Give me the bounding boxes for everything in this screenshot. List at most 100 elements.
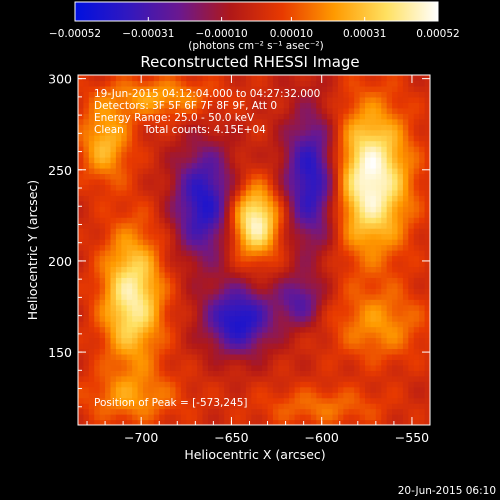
heatmap-cell — [126, 375, 133, 382]
heatmap-cell — [321, 102, 328, 109]
heatmap-cell — [245, 124, 252, 131]
heatmap-cell — [397, 135, 404, 142]
heatmap-cell — [316, 178, 323, 185]
heatmap-cell — [94, 239, 101, 246]
heatmap-cell — [83, 353, 90, 360]
heatmap-cell — [186, 381, 193, 388]
heatmap-cell — [343, 408, 350, 415]
heatmap-cell — [186, 124, 193, 131]
heatmap-cell — [419, 342, 426, 350]
heatmap-cell — [300, 189, 307, 196]
heatmap-cell — [110, 75, 117, 82]
heatmap-cell — [186, 348, 193, 355]
heatmap-cell — [294, 167, 301, 175]
heatmap-cell — [386, 195, 393, 202]
heatmap-cell — [202, 304, 209, 311]
heatmap-cell — [186, 370, 193, 377]
heatmap-cell — [289, 304, 296, 311]
heatmap-cell — [99, 173, 106, 180]
heatmap-cell — [365, 178, 372, 185]
heatmap-cell — [424, 342, 430, 350]
heatmap-cell — [424, 332, 430, 339]
heatmap-cell — [83, 96, 90, 103]
heatmap-cell — [94, 91, 101, 98]
heatmap-cell — [283, 113, 290, 120]
heatmap-cell — [78, 85, 85, 93]
heatmap-cell — [316, 75, 323, 82]
heatmap-cell — [218, 260, 225, 268]
heatmap-cell — [354, 178, 361, 185]
heatmap-cell — [148, 75, 155, 82]
heatmap-cell — [310, 255, 317, 262]
heatmap-cell — [348, 151, 355, 158]
heatmap-cell — [365, 353, 372, 360]
heatmap-cell — [213, 206, 220, 213]
heatmap-cell — [419, 222, 426, 229]
heatmap-cell — [408, 381, 415, 388]
heatmap-cell — [110, 140, 117, 147]
heatmap-cell — [142, 107, 149, 114]
heatmap-cell — [321, 337, 328, 344]
heatmap-cell — [289, 228, 296, 235]
heatmap-cell — [202, 75, 209, 82]
heatmap-cell — [180, 414, 187, 421]
heatmap-cell — [348, 364, 355, 371]
heatmap-cell — [289, 332, 296, 339]
heatmap-cell — [186, 250, 193, 257]
heatmap-cell — [197, 244, 204, 251]
heatmap-cell — [386, 337, 393, 344]
heatmap-cell — [88, 178, 95, 185]
heatmap-cell — [283, 260, 290, 268]
heatmap-cell — [153, 260, 160, 268]
heatmap-cell — [83, 250, 90, 257]
heatmap-cell — [213, 392, 220, 399]
heatmap-cell — [310, 217, 317, 224]
heatmap-cell — [83, 184, 90, 191]
heatmap-cell — [370, 118, 377, 125]
heatmap-cell — [207, 146, 214, 153]
heatmap-cell — [337, 113, 344, 120]
heatmap-cell — [321, 266, 328, 273]
heatmap-cell — [392, 195, 399, 202]
heatmap-cell — [337, 228, 344, 235]
heatmap-cell — [305, 299, 312, 306]
heatmap-cell — [272, 184, 279, 191]
heatmap-cell — [381, 167, 388, 175]
colorbar-tick-label: −0.00052 — [49, 28, 101, 40]
heatmap-cell — [180, 337, 187, 344]
heatmap-cell — [191, 102, 198, 109]
heatmap-cell — [386, 211, 393, 218]
heatmap-cell — [256, 162, 263, 169]
heatmap-cell — [348, 173, 355, 180]
heatmap-cell — [186, 419, 193, 425]
heatmap-cell — [240, 277, 247, 284]
heatmap-cell — [218, 271, 225, 278]
heatmap-cell — [180, 200, 187, 207]
heatmap-cell — [310, 342, 317, 350]
heatmap-cell — [392, 140, 399, 147]
heatmap-cell — [256, 392, 263, 399]
heatmap-cell — [424, 359, 430, 366]
heatmap-cell — [121, 173, 128, 180]
heatmap-cell — [229, 80, 236, 87]
heatmap-cell — [289, 381, 296, 388]
heatmap-cell — [121, 124, 128, 131]
heatmap-cell — [164, 375, 171, 382]
heatmap-cell — [375, 85, 382, 93]
heatmap-cell — [191, 167, 198, 175]
heatmap-cell — [419, 233, 426, 240]
heatmap-cell — [197, 255, 204, 262]
heatmap-cell — [245, 75, 252, 82]
heatmap-cell — [397, 364, 404, 371]
heatmap-cell — [137, 260, 144, 268]
heatmap-cell — [321, 124, 328, 131]
heatmap-cell — [137, 217, 144, 224]
heatmap-cell — [126, 321, 133, 328]
heatmap-cell — [386, 173, 393, 180]
heatmap-cell — [137, 408, 144, 415]
heatmap-cell — [115, 342, 122, 350]
footer-date: 20-Jun-2015 06:10 — [398, 485, 496, 497]
heatmap-cell — [370, 419, 377, 425]
heatmap-cell — [397, 102, 404, 109]
heatmap-cell — [218, 293, 225, 300]
